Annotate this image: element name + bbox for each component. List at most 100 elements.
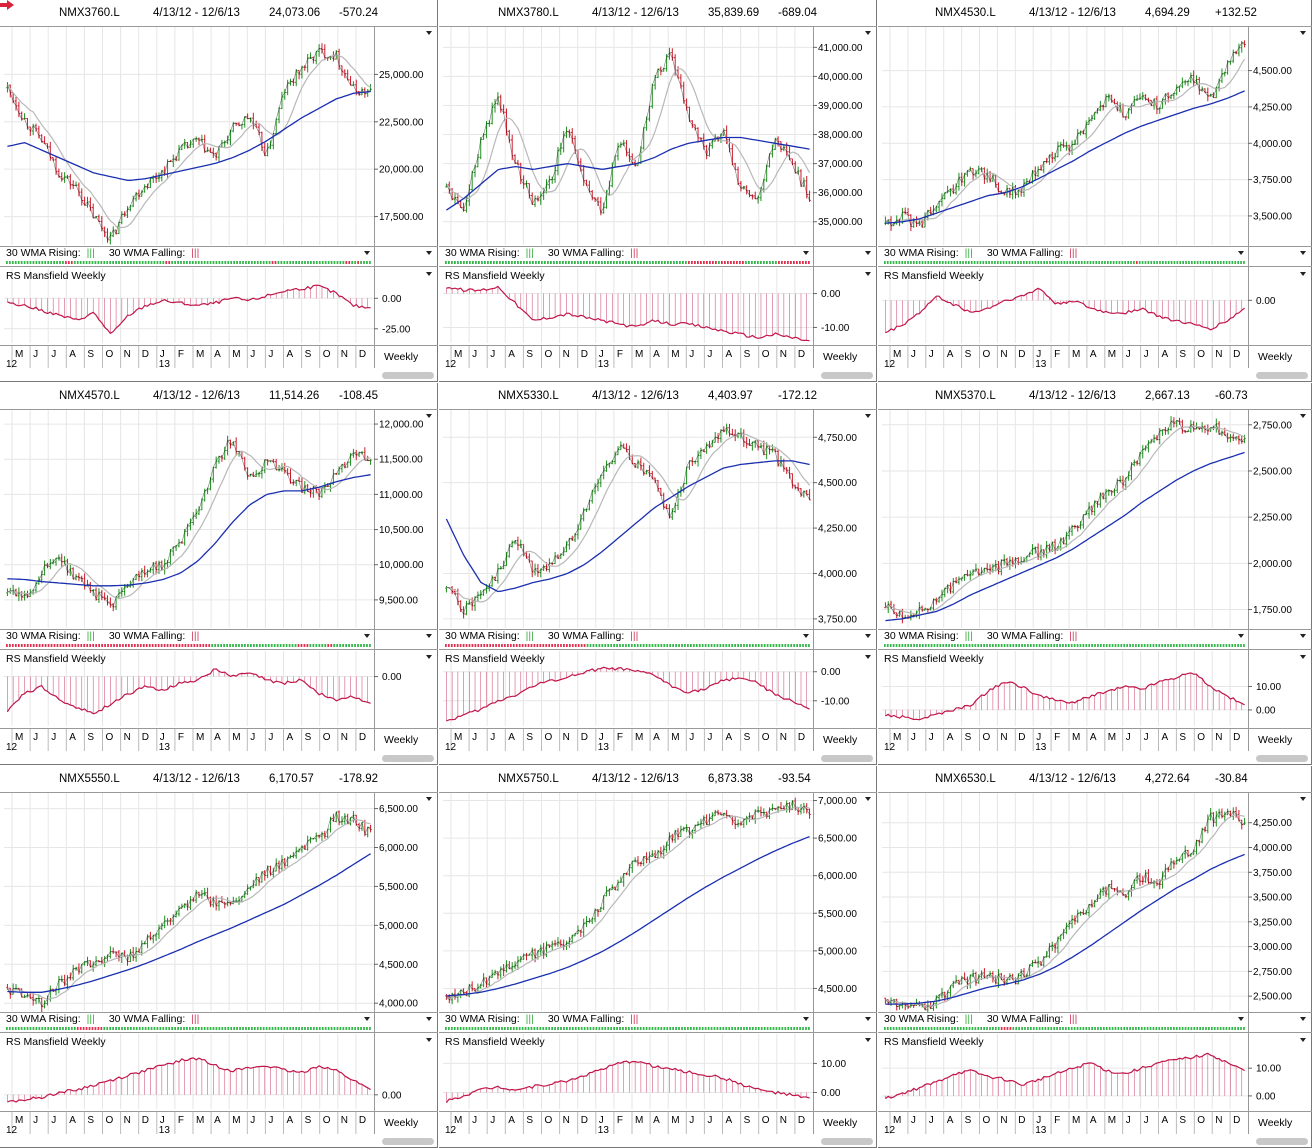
wma-status-dot bbox=[149, 644, 151, 647]
horizontal-scrollbar[interactable] bbox=[821, 372, 873, 379]
wma-status-dot bbox=[1014, 261, 1016, 264]
wma-status-dot bbox=[898, 261, 900, 264]
wma-status-dot bbox=[1174, 261, 1176, 264]
wma-status-dot bbox=[1118, 644, 1120, 647]
wma-status-dot bbox=[257, 1027, 259, 1030]
wma-status-dot bbox=[601, 261, 603, 264]
red-arrow-flag-icon[interactable] bbox=[0, 0, 14, 10]
wma-status-dot bbox=[934, 644, 936, 647]
x-month-label: D bbox=[142, 1115, 149, 1126]
horizontal-scrollbar[interactable] bbox=[1256, 372, 1308, 379]
wma-status-dot bbox=[71, 261, 73, 264]
wma-status-dot bbox=[486, 644, 488, 647]
wma-status-dot bbox=[360, 261, 362, 264]
wma-status-dot bbox=[666, 644, 668, 647]
x-month-label: M bbox=[1108, 732, 1116, 743]
header-symbol[interactable]: NMX3760.L bbox=[59, 0, 120, 26]
period-selector[interactable]: Weekly bbox=[384, 1117, 418, 1129]
wma-status-dot bbox=[1237, 644, 1239, 647]
x-month-label: J bbox=[1126, 732, 1131, 743]
header-symbol[interactable]: NMX3780.L bbox=[498, 0, 559, 26]
horizontal-scrollbar[interactable] bbox=[382, 755, 434, 762]
period-selector[interactable]: Weekly bbox=[384, 351, 418, 363]
wma-status-dot bbox=[95, 261, 97, 264]
horizontal-scrollbar[interactable] bbox=[821, 755, 873, 762]
wma-status-dot bbox=[956, 261, 958, 264]
wma-status-dot bbox=[107, 644, 109, 647]
wma-status-dot bbox=[54, 644, 56, 647]
x-year-label: 12 bbox=[884, 359, 896, 370]
wma-status-dot bbox=[547, 261, 549, 264]
horizontal-scrollbar[interactable] bbox=[382, 1138, 434, 1145]
wma-status-dot bbox=[216, 261, 218, 264]
header-symbol[interactable]: NMX5330.L bbox=[498, 383, 559, 409]
wma-status-dot bbox=[192, 261, 194, 264]
wma-status-dot bbox=[1214, 261, 1216, 264]
wma-status-dot bbox=[366, 261, 368, 264]
wma-status-dot bbox=[808, 261, 810, 264]
wma-status-dot bbox=[1046, 261, 1048, 264]
wma-status-dot bbox=[71, 644, 73, 647]
header-symbol[interactable]: NMX5370.L bbox=[935, 383, 996, 409]
header-symbol[interactable]: NMX4570.L bbox=[59, 383, 120, 409]
wma-status-dot bbox=[136, 261, 138, 264]
wma-status-dot bbox=[513, 644, 515, 647]
wma-status-dot bbox=[1205, 644, 1207, 647]
wma-status-dot bbox=[354, 1027, 356, 1030]
header-symbol[interactable]: NMX5550.L bbox=[59, 766, 120, 792]
x-month-label: M bbox=[196, 732, 204, 743]
x-month-label: N bbox=[563, 349, 570, 360]
wma-status-dot bbox=[1107, 261, 1109, 264]
period-selector[interactable]: Weekly bbox=[823, 351, 857, 363]
wma-status-dot bbox=[1115, 644, 1117, 647]
x-year-label: 12 bbox=[445, 359, 457, 370]
wma-status-dot bbox=[472, 644, 474, 647]
wma-status-dot bbox=[121, 261, 123, 264]
wma-status-dot bbox=[1074, 644, 1076, 647]
wma-status-dot bbox=[298, 261, 300, 264]
wma-status-dot bbox=[705, 644, 707, 647]
wma-status-dot bbox=[781, 261, 783, 264]
header-range: 4/13/12 - 12/6/13 bbox=[1029, 383, 1116, 409]
y-tick-label: 2,500.00 bbox=[1253, 466, 1292, 477]
x-month-label: F bbox=[178, 349, 184, 360]
wma-status-dot bbox=[927, 261, 929, 264]
y-tick-label: 11,000.00 bbox=[379, 490, 423, 501]
wma-status-dot bbox=[696, 644, 698, 647]
wma-status-dot bbox=[793, 644, 795, 647]
period-selector[interactable]: Weekly bbox=[1258, 351, 1292, 363]
wma-status-dot bbox=[310, 261, 312, 264]
wma-status-dot bbox=[27, 261, 29, 264]
header-symbol[interactable]: NMX4530.L bbox=[935, 0, 996, 26]
x-month-label: J bbox=[250, 1115, 255, 1126]
y-tick-label: 9,500.00 bbox=[379, 595, 418, 606]
x-year-label: 12 bbox=[445, 742, 457, 753]
wma-status-dot bbox=[100, 261, 102, 264]
period-selector[interactable]: Weekly bbox=[823, 734, 857, 746]
wma-status-dot bbox=[1185, 644, 1187, 647]
x-month-label: F bbox=[1054, 349, 1060, 360]
x-month-label: D bbox=[1233, 732, 1240, 743]
wma-status-dot bbox=[245, 261, 247, 264]
wma-status-dot bbox=[1078, 261, 1080, 264]
wma-status-dot bbox=[127, 261, 129, 264]
wma-status-dot bbox=[198, 261, 200, 264]
period-selector[interactable]: Weekly bbox=[1258, 734, 1292, 746]
wma-status-dot bbox=[298, 644, 300, 647]
wma-status-dot bbox=[278, 1027, 280, 1030]
horizontal-scrollbar[interactable] bbox=[1256, 755, 1308, 762]
wma-status-dot bbox=[736, 261, 738, 264]
wma-status-dot bbox=[42, 644, 44, 647]
wma-status-dot bbox=[1037, 261, 1039, 264]
period-selector[interactable]: Weekly bbox=[384, 734, 418, 746]
horizontal-scrollbar[interactable] bbox=[382, 372, 434, 379]
wma-status-dot bbox=[928, 644, 930, 647]
